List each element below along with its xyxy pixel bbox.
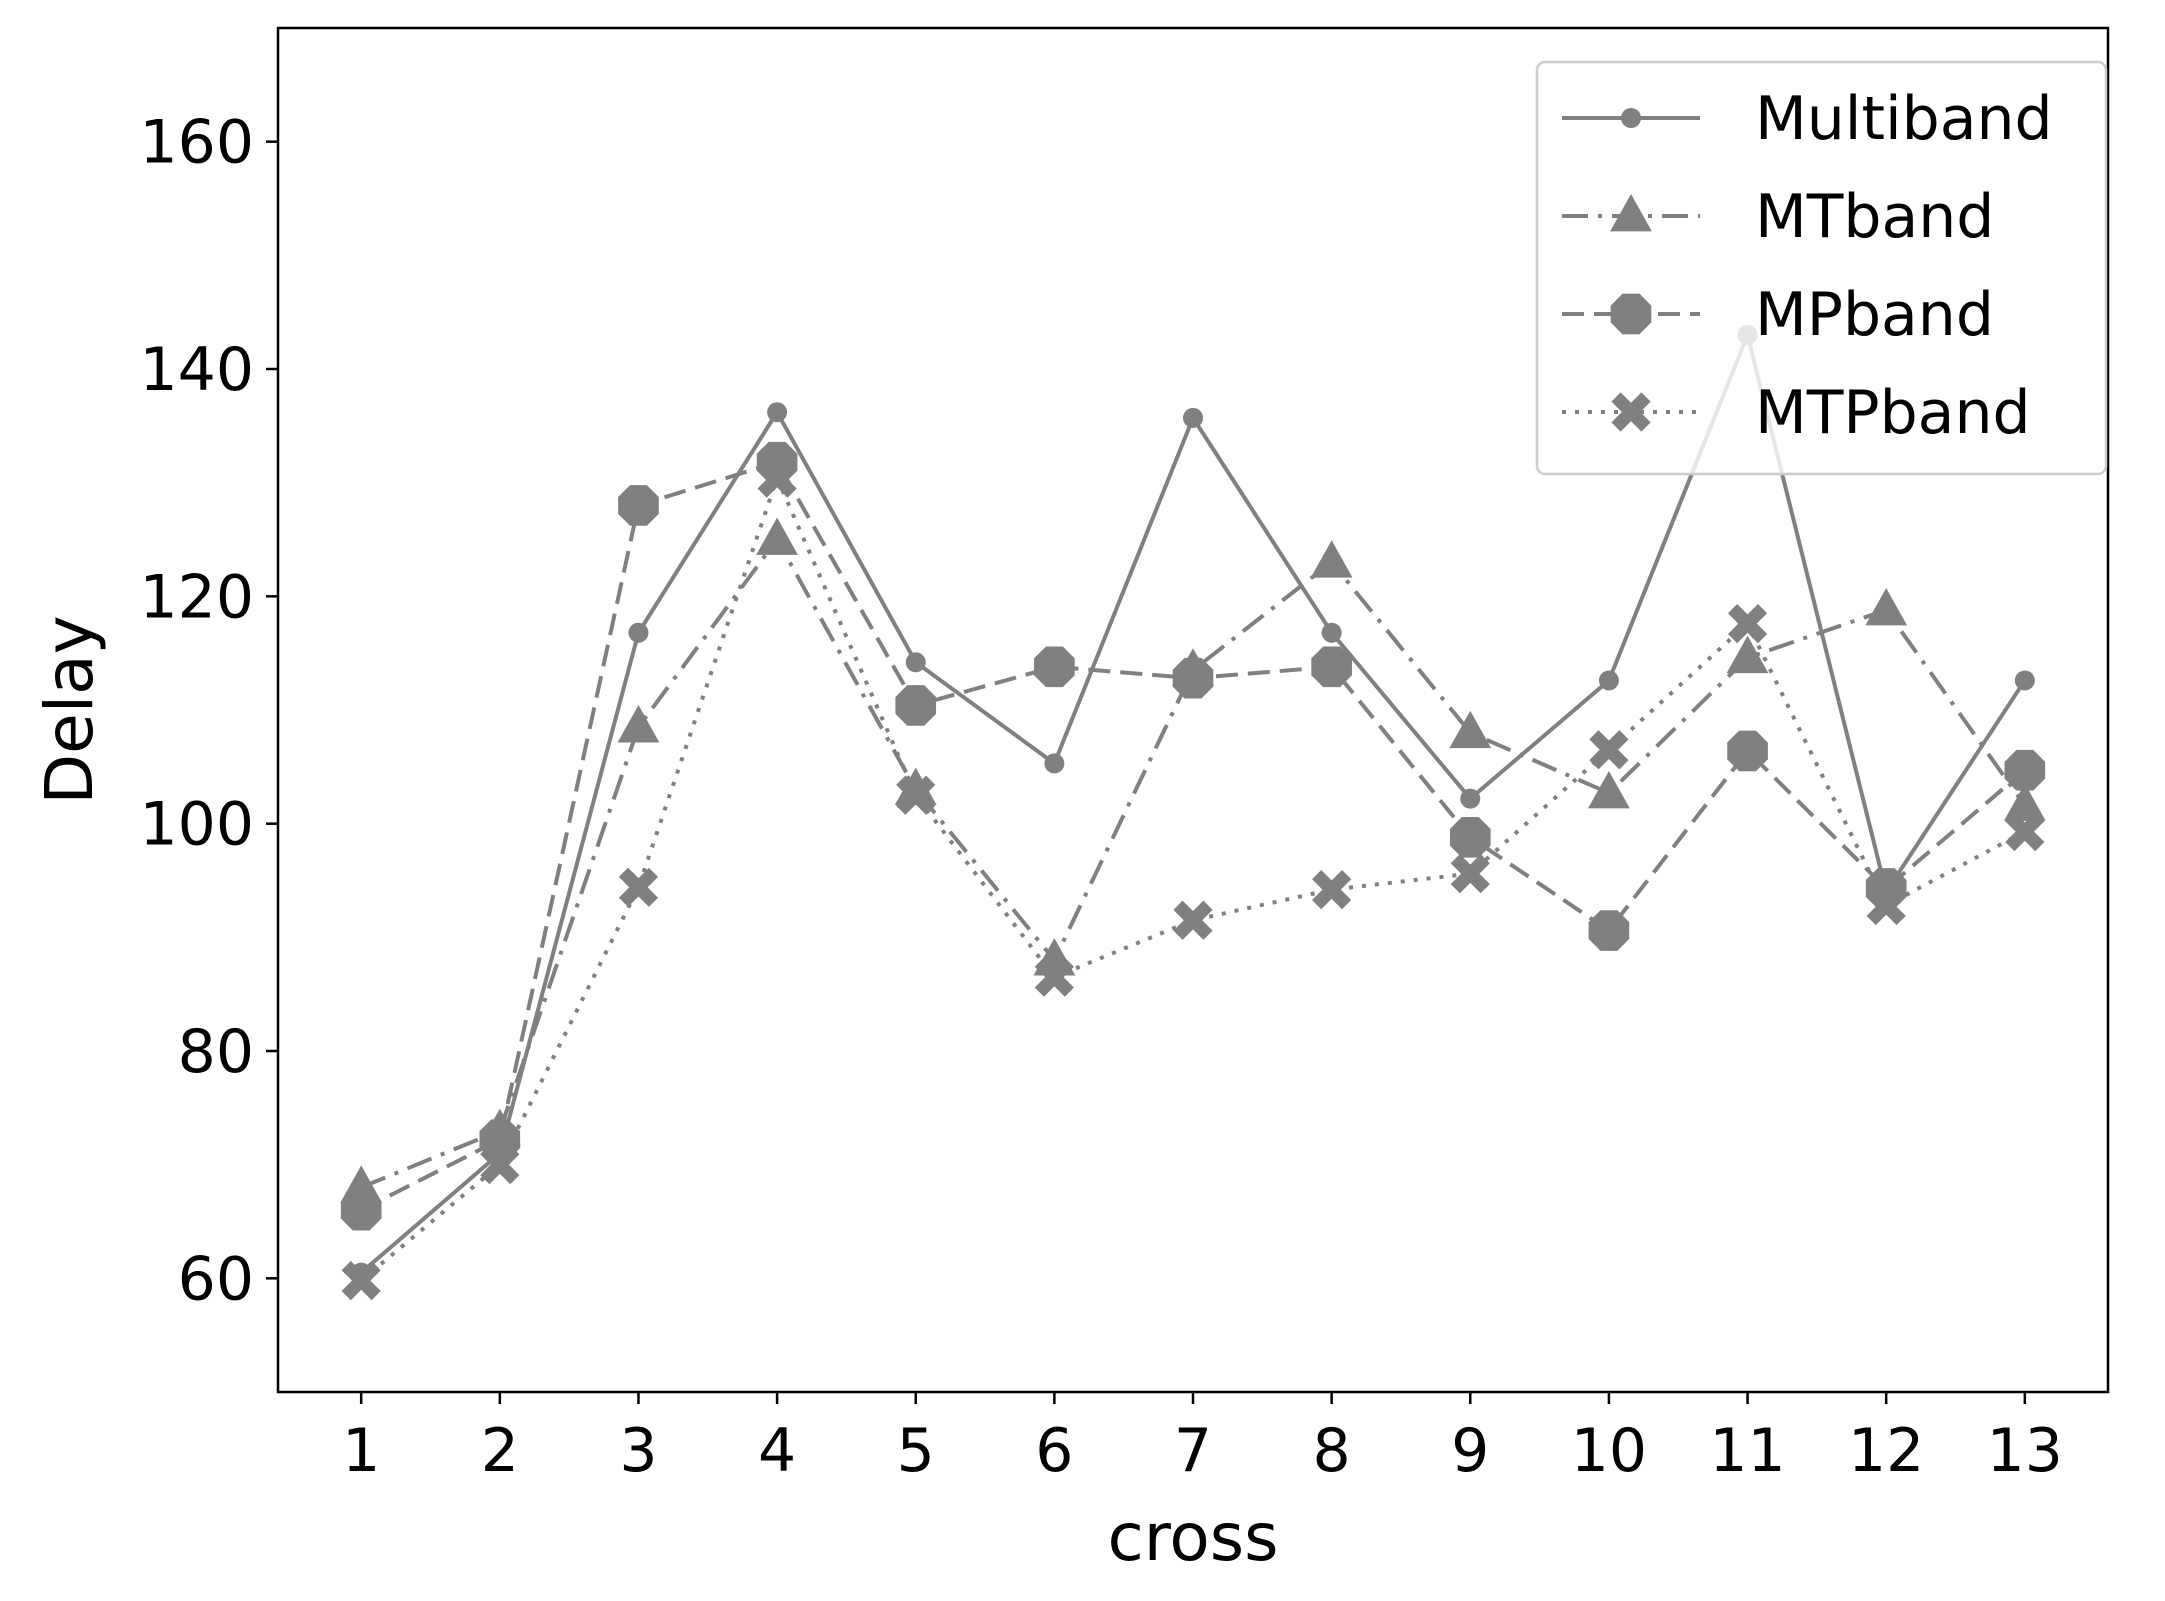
legend-box	[1535, 60, 2108, 476]
legend-label: MTband	[1755, 182, 1994, 252]
data-point-multiband	[1598, 670, 1619, 691]
data-point-mtpband	[1034, 957, 1074, 997]
plot-frame	[276, 26, 2110, 1394]
y-tick-label: 140	[139, 335, 254, 405]
legend-item-mpband: MPband	[1562, 280, 1994, 350]
data-point-multiband	[905, 652, 926, 673]
x-tick-label: 11	[1709, 1416, 1785, 1486]
x-tick-label: 12	[1848, 1416, 1924, 1486]
y-tick-label: 60	[178, 1244, 254, 1314]
data-point-multiband	[1044, 753, 1065, 774]
x-tick-label: 9	[1451, 1416, 1489, 1486]
data-point-mpband	[1172, 657, 1214, 699]
x-tick-label: 4	[758, 1416, 796, 1486]
data-point-multiband	[628, 622, 649, 643]
data-point-multiband	[1321, 622, 1342, 643]
y-tick-label: 100	[139, 790, 254, 860]
data-point-mtpband	[2005, 812, 2045, 852]
data-point-multiband	[2014, 670, 2035, 691]
data-point-mtpband	[341, 1261, 381, 1301]
data-point-mtpband	[1450, 854, 1490, 894]
data-point-mpband	[1034, 646, 1075, 688]
legend: Multiband MTband MPband MTPband	[1535, 60, 2108, 476]
legend-item-multiband: Multiband	[1562, 84, 2053, 154]
y-axis-label: Delay	[31, 615, 108, 804]
series-mtpband	[341, 458, 2045, 1301]
legend-marker-mpband	[1610, 293, 1652, 335]
legend-item-mtband: MTband	[1562, 182, 1994, 252]
legend-label: MTPband	[1755, 378, 2031, 448]
x-axis-label: cross	[1107, 1499, 1278, 1576]
data-point-mtband	[756, 517, 798, 555]
data-point-mtband	[1726, 635, 1769, 674]
x-tick-label: 7	[1174, 1416, 1212, 1486]
data-point-mpband	[1588, 910, 1630, 951]
data-point-mtband	[1865, 587, 1908, 626]
data-point-multiband	[767, 402, 788, 423]
data-point-mpband	[618, 485, 659, 526]
data-point-mpband	[1727, 730, 1768, 772]
data-point-multiband	[1460, 788, 1481, 809]
data-point-mtband	[1588, 770, 1630, 809]
legend-marker-mtpband	[1611, 392, 1651, 432]
legend-marker-multiband	[1621, 108, 1641, 128]
data-point-mtpband	[896, 775, 936, 815]
data-point-mtpband	[757, 458, 797, 498]
data-point-mpband	[1311, 646, 1352, 688]
y-tick-label: 160	[139, 108, 254, 178]
x-tick-label: 10	[1571, 1416, 1647, 1486]
legend-marker-mtband	[1610, 194, 1652, 232]
data-point-mtband	[1310, 540, 1353, 578]
data-point-mtpband	[618, 867, 659, 907]
data-point-mtpband	[1312, 869, 1352, 910]
x-tick-label: 1	[342, 1416, 380, 1486]
data-point-mtpband	[1727, 604, 1768, 644]
legend-label: Multiband	[1755, 84, 2053, 154]
y-tick-label: 80	[178, 1017, 254, 1087]
data-point-mtpband	[1589, 730, 1629, 770]
data-point-mtband	[1449, 710, 1492, 749]
x-tick-label: 8	[1313, 1416, 1351, 1486]
legend-item-mtpband: MTPband	[1562, 378, 2031, 448]
data-point-mtpband	[1866, 885, 1906, 926]
data-point-mtband	[2003, 783, 2046, 821]
data-point-mpband	[1449, 816, 1491, 858]
x-tick-label: 2	[481, 1416, 519, 1486]
x-tick-label: 3	[619, 1416, 657, 1486]
data-point-mtband	[617, 705, 660, 743]
data-point-mtpband	[480, 1145, 520, 1185]
data-point-mtpband	[1173, 900, 1213, 940]
x-tick-label: 13	[1987, 1416, 2063, 1486]
y-axis: 60 80 100 120 140 160	[139, 108, 278, 1314]
data-point-mpband	[340, 1189, 382, 1231]
series-mpband	[340, 441, 2046, 1231]
series-layer	[340, 324, 2046, 1301]
y-tick-label: 120	[139, 562, 254, 632]
data-point-mpband	[2004, 749, 2046, 791]
x-axis: 1 2 3 4 5 6 7 8 9 10 11 12 13	[342, 1392, 2063, 1486]
legend-label: MPband	[1755, 280, 1994, 350]
data-point-multiband	[1183, 407, 1203, 428]
x-tick-label: 5	[897, 1416, 935, 1486]
x-tick-label: 6	[1035, 1416, 1073, 1486]
data-point-mpband	[895, 685, 937, 726]
